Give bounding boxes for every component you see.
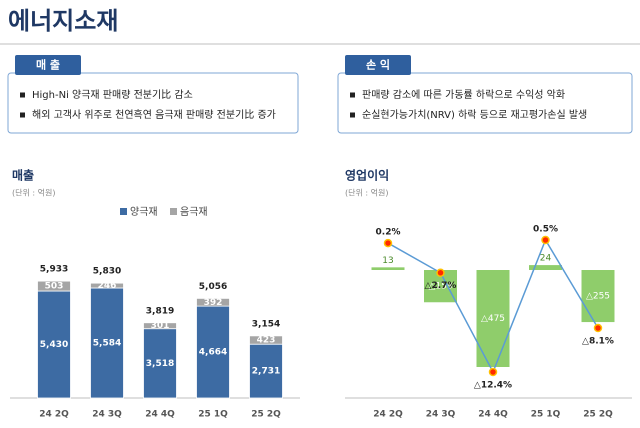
segment-label: 246 [98, 281, 117, 291]
margin-label: △12.4% [474, 381, 512, 391]
box-tab [345, 55, 411, 75]
margin-point [436, 268, 445, 277]
box [337, 72, 633, 134]
legend-label: 양극재 [130, 206, 158, 218]
bar [529, 265, 562, 270]
segment-label: 503 [45, 282, 64, 292]
bullet-mark [350, 112, 355, 118]
total-label: 5,933 [40, 265, 68, 275]
box-tab [15, 55, 81, 75]
margin-point [541, 235, 550, 245]
chart-subtitle: (단위 : 억원) [345, 188, 388, 198]
bar-label: △475 [481, 314, 505, 324]
bar-segment [196, 297, 230, 307]
margin-point [383, 238, 393, 248]
bar-segment [249, 335, 283, 345]
bar-segment [143, 328, 177, 399]
bullet-mark [20, 92, 25, 98]
bar-segment [143, 322, 177, 330]
bar-segment [37, 280, 71, 292]
chart-subtitle: (단위 : 억원) [12, 188, 55, 198]
segment-label: 5,584 [93, 338, 121, 348]
bar-segment [90, 282, 124, 289]
x-tick-label: 24 2Q [39, 410, 69, 420]
chart-title: 영업이익 [345, 168, 389, 183]
segment-label: 301 [151, 321, 170, 331]
box [7, 72, 299, 134]
bar-segment [249, 343, 283, 399]
segment-label: 5,430 [40, 340, 68, 350]
margin-point [593, 323, 603, 333]
x-tick-label: 24 2Q [373, 410, 403, 420]
x-tick-label: 25 1Q [531, 410, 561, 420]
total-label: 5,830 [93, 267, 121, 277]
bullet-text: 판매량 감소에 따른 가동률 하락으로 수익성 악화 [362, 88, 565, 101]
segment-label: 392 [204, 298, 223, 308]
page-title: 에너지소재 [8, 7, 118, 35]
margin-label: 0.5% [533, 225, 558, 235]
margin-label: △2.7% [425, 281, 457, 291]
chart-title: 매출 [12, 168, 34, 183]
bullet-text: 해외 고객사 위주로 천연흑연 음극재 판매량 전분기比 증가 [32, 108, 276, 121]
bullet-text: 순실현가능가치(NRV) 하락 등으로 재고평가손실 발생 [362, 108, 587, 121]
bullet-text: High-Ni 양극재 판매량 전분기比 감소 [32, 89, 193, 101]
segment-label: 2,731 [252, 367, 280, 377]
x-tick-label: 24 3Q [426, 410, 456, 420]
bar [371, 267, 405, 270]
segment-label: 423 [257, 336, 276, 346]
total-label: 3,154 [252, 319, 280, 329]
legend-swatch [170, 208, 177, 215]
segment-label: 4,664 [199, 348, 227, 358]
total-label: 5,056 [199, 282, 227, 292]
total-label: 3,819 [146, 306, 174, 316]
bar-label: △255 [586, 292, 610, 302]
bar-label: 13 [382, 256, 393, 266]
x-tick-label: 25 2Q [583, 410, 613, 420]
bar [581, 270, 615, 323]
tab-label: 손 익 [366, 59, 390, 72]
margin-label: △8.1% [582, 337, 614, 347]
legend-label: 음극재 [180, 206, 208, 218]
bar-segment [90, 287, 124, 399]
bullet-mark [350, 92, 355, 98]
legend-swatch [120, 208, 127, 215]
bullet-mark [20, 112, 25, 118]
margin-point [488, 367, 498, 377]
margin-label: 0.2% [376, 228, 401, 238]
segment-label: 3,518 [146, 359, 174, 369]
bar-label: △158 [428, 282, 452, 292]
bar-label: 24 [540, 254, 552, 264]
x-tick-label: 25 1Q [198, 410, 228, 420]
x-tick-label: 24 4Q [145, 410, 175, 420]
tab-label: 매 출 [36, 58, 60, 72]
x-tick-label: 24 4Q [478, 410, 508, 420]
bar-segment [196, 305, 230, 399]
x-tick-label: 25 2Q [251, 410, 281, 420]
x-tick-label: 24 3Q [92, 410, 122, 420]
